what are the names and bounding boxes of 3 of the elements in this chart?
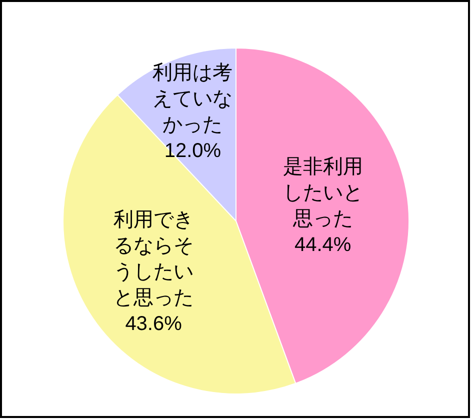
categories[1]: 利用できるならそうしたいと思った [112, 208, 195, 311]
categories[2]: 利用は考えていなかった [152, 60, 234, 138]
categories[0]: 是非利用したいと思った [282, 154, 364, 232]
